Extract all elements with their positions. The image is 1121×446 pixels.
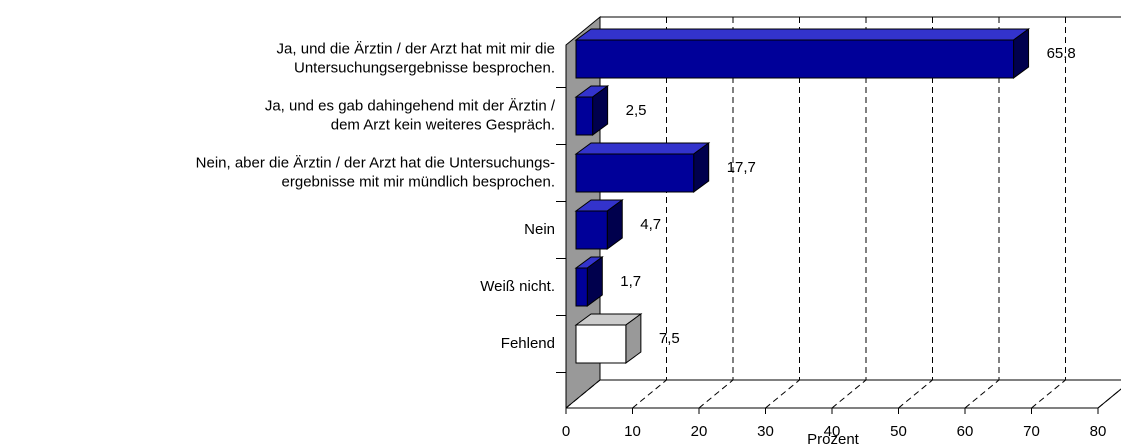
floor-grid-line xyxy=(964,379,1000,409)
bar xyxy=(574,28,1031,79)
x-axis-label: Prozent xyxy=(807,431,860,446)
category-label: ergebnisse mit mir mündlich besprochen. xyxy=(282,173,555,190)
bar xyxy=(574,313,643,364)
category-label: Nein xyxy=(524,221,555,238)
bar-top xyxy=(574,142,711,155)
value-label: 1,7 xyxy=(620,273,641,290)
value-label: 7,5 xyxy=(659,330,680,347)
bar-front xyxy=(575,96,594,136)
category-label: Ja, und es gab dahingehend mit der Ärzti… xyxy=(265,97,556,114)
category-label: Ja, und die Ärztin / der Arzt hat mit mi… xyxy=(277,40,555,57)
x-tick-label: 40 xyxy=(824,423,841,440)
floor-grid-line xyxy=(1097,388,1121,409)
bar-front xyxy=(575,39,1015,79)
category-label: Nein, aber die Ärztin / der Arzt hat die… xyxy=(196,154,555,171)
bar xyxy=(574,85,610,136)
category-label: dem Arzt kein weiteres Gespräch. xyxy=(331,116,555,133)
floor-right-edge xyxy=(1097,388,1121,409)
floor-grid-line xyxy=(698,379,734,409)
value-label: 4,7 xyxy=(640,216,661,233)
bar xyxy=(574,142,711,193)
bar-top xyxy=(574,28,1031,41)
floor-grid-line xyxy=(1031,379,1066,409)
category-label: Weiß nicht. xyxy=(480,278,555,295)
bar xyxy=(574,199,624,250)
x-tick-label: 60 xyxy=(957,423,974,440)
bar-front xyxy=(575,153,695,193)
bar-front xyxy=(575,267,588,307)
x-tick-label: 50 xyxy=(890,423,907,440)
category-label: Fehlend xyxy=(501,335,555,352)
floor-grid-line xyxy=(632,379,667,409)
value-label: 65,8 xyxy=(1047,45,1076,62)
floor-grid-line xyxy=(765,379,800,409)
bar-front xyxy=(575,210,608,250)
floor-grid-line xyxy=(565,379,601,409)
x-tick-label: 10 xyxy=(624,423,641,440)
x-tick-label: 80 xyxy=(1090,423,1107,440)
x-tick-label: 0 xyxy=(562,423,570,440)
value-label: 2,5 xyxy=(626,102,647,119)
floor-grid-line xyxy=(831,379,867,409)
floor-grid-line xyxy=(898,379,933,409)
bar-front xyxy=(575,324,627,364)
value-label: 17,7 xyxy=(727,159,756,176)
x-tick-label: 20 xyxy=(691,423,708,440)
category-label: Untersuchungsergebnisse besprochen. xyxy=(294,59,555,76)
x-tick-label: 30 xyxy=(757,423,774,440)
x-tick-label: 70 xyxy=(1023,423,1040,440)
bar xyxy=(574,256,604,307)
